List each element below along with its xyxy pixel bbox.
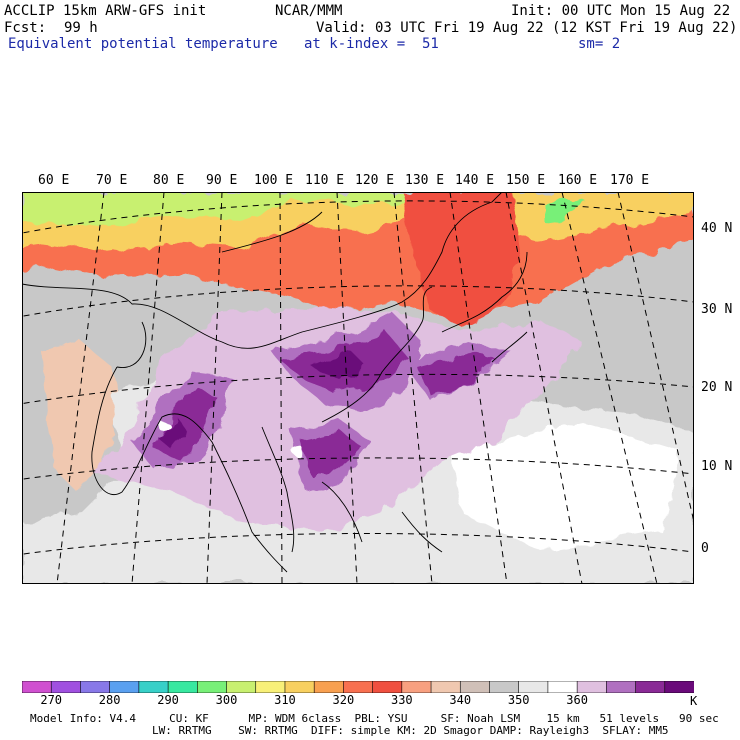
org-label: NCAR/MMM <box>275 3 342 19</box>
latitude-label: 40 N <box>701 222 732 236</box>
colorbar-tick-label: 350 <box>508 694 530 707</box>
colorbar-tick-label: 340 <box>449 694 471 707</box>
colorbar-swatch <box>636 681 666 693</box>
colorbar-tick-label: 330 <box>391 694 413 707</box>
colorbar-swatch <box>139 681 169 693</box>
colorbar-swatch <box>22 681 52 693</box>
colorbar-swatch <box>665 681 694 693</box>
colorbar-swatch <box>80 681 110 693</box>
colorbar-tick-label: 310 <box>274 694 296 707</box>
physics-info-line: LW: RRTMG SW: RRTMG DIFF: simple KM: 2D … <box>152 725 669 737</box>
colorbar-swatch <box>168 681 198 693</box>
latitude-label: 20 N <box>701 381 732 395</box>
longitude-label: 70 E <box>96 174 127 188</box>
longitude-label: 130 E <box>405 174 444 188</box>
colorbar-swatch <box>577 681 607 693</box>
colorbar-tick-label: 290 <box>157 694 179 707</box>
colorbar-unit: K <box>690 694 697 708</box>
valid-time: Valid: 03 UTC Fri 19 Aug 22 (12 KST Fri … <box>316 20 737 36</box>
latitude-label: 0 <box>701 542 709 556</box>
latitude-label: 30 N <box>701 303 732 317</box>
model-title: ACCLIP 15km ARW-GFS init <box>4 3 206 19</box>
colorbar-swatch <box>460 681 490 693</box>
longitude-label: 150 E <box>506 174 545 188</box>
colorbar-tick-label: 270 <box>40 694 62 707</box>
colorbar-swatch <box>519 681 549 693</box>
colorbar-swatch <box>256 681 286 693</box>
field-name: Equivalent potential temperature <box>8 36 278 52</box>
colorbar-swatch <box>489 681 519 693</box>
colorbar-swatch <box>227 681 257 693</box>
colorbar-swatch <box>373 681 403 693</box>
colorbar-swatch <box>314 681 344 693</box>
colorbar-swatch <box>51 681 81 693</box>
longitude-label: 170 E <box>610 174 649 188</box>
colorbar-swatch <box>285 681 315 693</box>
colorbar-swatch <box>110 681 140 693</box>
longitude-label: 60 E <box>38 174 69 188</box>
forecast-label: Fcst: <box>4 20 46 36</box>
colorbar-swatch <box>343 681 373 693</box>
longitude-label: 80 E <box>153 174 184 188</box>
init-time: Init: 00 UTC Mon 15 Aug 22 <box>511 3 730 19</box>
colorbar-swatch <box>197 681 227 693</box>
colorbar-tick-label: 280 <box>99 694 121 707</box>
longitude-label: 90 E <box>206 174 237 188</box>
colorbar-swatch <box>402 681 432 693</box>
latitude-label: 10 N <box>701 460 732 474</box>
forecast-hours: 99 h <box>64 20 98 36</box>
longitude-label: 100 E <box>254 174 293 188</box>
colorbar-tick-label: 360 <box>566 694 588 707</box>
longitude-label: 160 E <box>558 174 597 188</box>
longitude-label: 110 E <box>305 174 344 188</box>
longitude-label: 120 E <box>355 174 394 188</box>
smoothing-info: sm= 2 <box>578 36 620 52</box>
colorbar-tick-label: 300 <box>216 694 238 707</box>
level-info: at k-index = 51 <box>304 36 439 52</box>
colorbar-tick-label: 320 <box>333 694 355 707</box>
weather-map <box>22 192 694 584</box>
colorbar <box>22 681 694 693</box>
colorbar-swatch <box>431 681 461 693</box>
colorbar-swatch <box>606 681 636 693</box>
longitude-label: 140 E <box>455 174 494 188</box>
colorbar-swatch <box>548 681 578 693</box>
